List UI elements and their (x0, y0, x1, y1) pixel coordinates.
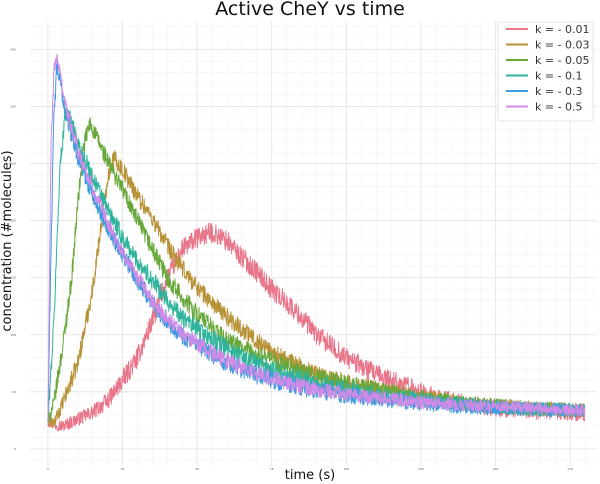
x-tick-label: 100 (343, 467, 349, 471)
y-tick-label: 50 (12, 390, 16, 394)
legend: k = - 0.01 k = - 0.03 k = - 0.05 k = - 0.1 k… (497, 21, 594, 122)
chart-title: Active CheY vs time (215, 0, 405, 20)
x-tick-label: 75 (270, 467, 274, 471)
series-lines (47, 53, 586, 432)
legend-entry-label: k = - 0.1 (535, 70, 583, 83)
y-tick-label: 300 (10, 105, 16, 109)
y-tick-label: 200 (10, 219, 16, 223)
series-line-6 (47, 53, 586, 421)
legend-entry-label: k = - 0.05 (535, 54, 590, 67)
x-tick-label: 125 (418, 467, 424, 471)
legend-entry-label: k = - 0.3 (535, 85, 583, 98)
legend-entry-label: k = - 0.5 (535, 101, 583, 114)
x-tick-label: 50 (195, 467, 199, 471)
y-tick-label: 150 (10, 276, 16, 280)
legend-box (497, 21, 594, 122)
x-tick-label: 25 (121, 467, 125, 471)
tick-labels: 0 25 50 75 100 125 150 175 0 50 100 150 200 250 300 350 (10, 48, 573, 471)
y-tick-label: 250 (10, 162, 16, 166)
y-tick-label: 0 (14, 447, 16, 451)
legend-entry-label: k = - 0.01 (535, 23, 590, 36)
x-axis-label: time (s) (285, 468, 335, 483)
x-tick-label: 175 (567, 467, 573, 471)
y-tick-label: 350 (10, 48, 16, 52)
legend-entry-label: k = - 0.03 (535, 39, 590, 52)
x-tick-label: 0 (47, 467, 49, 471)
y-axis-label: concentration (#molecules) (0, 150, 15, 331)
y-tick-label: 100 (10, 333, 16, 337)
x-tick-label: 150 (493, 467, 499, 471)
